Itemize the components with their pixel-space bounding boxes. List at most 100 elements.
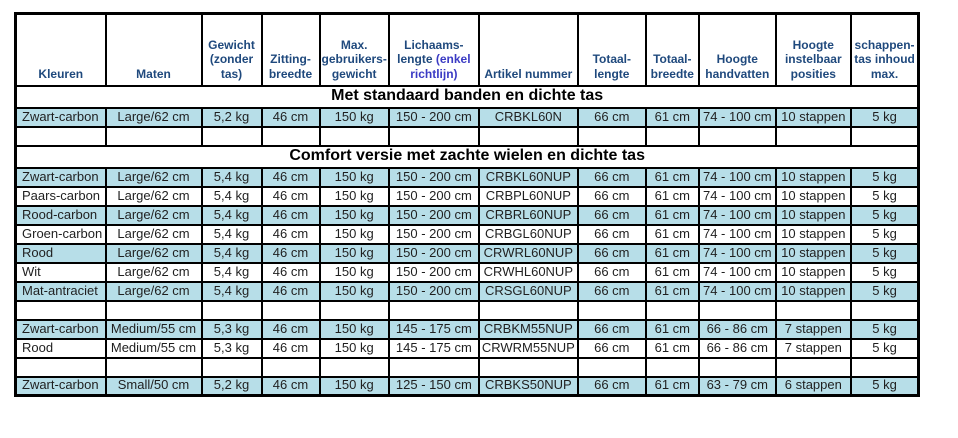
cell-hoogte-handvatten: 66 - 86 cm bbox=[697, 318, 777, 340]
cell-totaal-breedte: 61 cm bbox=[644, 337, 700, 359]
cell-lichaams-lengte: 125 - 150 cm bbox=[387, 375, 480, 397]
column-label: Kleuren bbox=[38, 66, 84, 81]
cell-tas-inhoud-max bbox=[849, 356, 920, 378]
cell-kleuren: Zwart-carbon bbox=[14, 166, 107, 188]
table-row: Paars-carbon Large/62 cm 5,4 kg 46 cm 150 kg… bbox=[14, 185, 920, 207]
cell-gewicht-zonder-tas: 5,4 kg bbox=[200, 223, 263, 245]
cell-tas-inhoud-max: 5 kg bbox=[849, 280, 920, 302]
spacer-row bbox=[14, 125, 920, 147]
cell-artikel-nummer: CRBKL60N bbox=[477, 106, 579, 128]
cell-max-gebruikers-gewicht: 150 kg bbox=[318, 223, 390, 245]
cell-gewicht-zonder-tas: 5,4 kg bbox=[200, 185, 263, 207]
cell-totaal-lengte: 66 cm bbox=[576, 106, 647, 128]
cell-max-gebruikers-gewicht bbox=[318, 125, 390, 147]
cell-totaal-lengte: 66 cm bbox=[576, 223, 647, 245]
table-row: Zwart-carbon Medium/55 cm 5,3 kg 46 cm 150 k… bbox=[14, 318, 920, 340]
cell-lichaams-lengte: 150 - 200 cm bbox=[387, 106, 480, 128]
cell-zitting-breedte: 46 cm bbox=[260, 375, 321, 397]
cell-max-gebruikers-gewicht bbox=[318, 299, 390, 321]
cell-lichaams-lengte bbox=[387, 125, 480, 147]
column-label: Maten bbox=[136, 66, 171, 81]
cell-zitting-breedte: 46 cm bbox=[260, 223, 321, 245]
column-header-artikel-nummer: Artikel nummer bbox=[477, 12, 579, 87]
cell-maten: Large/62 cm bbox=[104, 204, 203, 226]
cell-maten bbox=[104, 356, 203, 378]
column-label: Hoogte handvatten bbox=[705, 52, 770, 81]
cell-zitting-breedte bbox=[260, 356, 321, 378]
cell-zitting-breedte: 46 cm bbox=[260, 204, 321, 226]
cell-hoogte-handvatten: 66 - 86 cm bbox=[697, 337, 777, 359]
column-header-hoogte-instelbaar-posities: Hoogte instelbaar posities bbox=[774, 12, 852, 87]
cell-maten: Large/62 cm bbox=[104, 223, 203, 245]
column-header-totaal-breedte: Totaal- breedte bbox=[644, 12, 700, 87]
cell-totaal-lengte: 66 cm bbox=[576, 204, 647, 226]
cell-hoogte-handvatten: 74 - 100 cm bbox=[697, 280, 777, 302]
cell-kleuren: Groen-carbon bbox=[14, 223, 107, 245]
cell-tas-inhoud-max: 5 kg bbox=[849, 106, 920, 128]
header-row: Kleuren Maten Gewicht (zonder tas) Zitting-… bbox=[14, 12, 920, 87]
cell-zitting-breedte: 46 cm bbox=[260, 261, 321, 283]
cell-artikel-nummer: CRBKM55NUP bbox=[477, 318, 579, 340]
column-header-gewicht-zonder-tas: Gewicht (zonder tas) bbox=[200, 12, 263, 87]
column-label-note: (enkel richtlijn) bbox=[410, 52, 471, 81]
section-title: Comfort versie met zachte wielen en dich… bbox=[14, 144, 920, 169]
cell-zitting-breedte bbox=[260, 125, 321, 147]
cell-hoogte-handvatten: 74 - 100 cm bbox=[697, 223, 777, 245]
section-title: Met standaard banden en dichte tas bbox=[14, 84, 920, 109]
cell-tas-inhoud-max bbox=[849, 299, 920, 321]
cell-artikel-nummer bbox=[477, 356, 579, 378]
cell-lichaams-lengte: 145 - 175 cm bbox=[387, 337, 480, 359]
cell-hoogte-handvatten: 74 - 100 cm bbox=[697, 261, 777, 283]
cell-lichaams-lengte bbox=[387, 356, 480, 378]
cell-max-gebruikers-gewicht: 150 kg bbox=[318, 166, 390, 188]
cell-lichaams-lengte: 150 - 200 cm bbox=[387, 166, 480, 188]
cell-hoogte-handvatten: 74 - 100 cm bbox=[697, 106, 777, 128]
cell-kleuren: Zwart-carbon bbox=[14, 375, 107, 397]
cell-artikel-nummer: CRSGL60NUP bbox=[477, 280, 579, 302]
cell-lichaams-lengte: 145 - 175 cm bbox=[387, 318, 480, 340]
cell-gewicht-zonder-tas bbox=[200, 125, 263, 147]
cell-max-gebruikers-gewicht: 150 kg bbox=[318, 204, 390, 226]
cell-lichaams-lengte bbox=[387, 299, 480, 321]
column-header-maten: Maten bbox=[104, 12, 203, 87]
cell-totaal-lengte: 66 cm bbox=[576, 337, 647, 359]
cell-zitting-breedte: 46 cm bbox=[260, 166, 321, 188]
cell-kleuren: Wit bbox=[14, 261, 107, 283]
cell-totaal-lengte bbox=[576, 299, 647, 321]
cell-artikel-nummer bbox=[477, 299, 579, 321]
cell-maten: Medium/55 cm bbox=[104, 318, 203, 340]
table-row: Wit Large/62 cm 5,4 kg 46 cm 150 kg 150 - 200… bbox=[14, 261, 920, 283]
cell-hoogte-handvatten: 74 - 100 cm bbox=[697, 185, 777, 207]
cell-gewicht-zonder-tas: 5,2 kg bbox=[200, 375, 263, 397]
column-header-tas-inhoud-max: schappen- tas inhoud max. bbox=[849, 12, 920, 87]
column-label: Gewicht (zonder tas) bbox=[208, 37, 255, 81]
cell-totaal-breedte: 61 cm bbox=[644, 106, 700, 128]
table-row: Zwart-carbon Small/50 cm 5,2 kg 46 cm 150 kg… bbox=[14, 375, 920, 397]
cell-zitting-breedte: 46 cm bbox=[260, 280, 321, 302]
cell-lichaams-lengte: 150 - 200 cm bbox=[387, 185, 480, 207]
cell-gewicht-zonder-tas: 5,4 kg bbox=[200, 204, 263, 226]
cell-tas-inhoud-max: 5 kg bbox=[849, 204, 920, 226]
cell-totaal-lengte: 66 cm bbox=[576, 261, 647, 283]
cell-tas-inhoud-max: 5 kg bbox=[849, 337, 920, 359]
cell-gewicht-zonder-tas: 5,3 kg bbox=[200, 337, 263, 359]
column-header-zitting-breedte: Zitting- breedte bbox=[260, 12, 321, 87]
cell-maten: Large/62 cm bbox=[104, 166, 203, 188]
cell-totaal-breedte: 61 cm bbox=[644, 280, 700, 302]
cell-hoogte-instelbaar-posities: 10 stappen bbox=[774, 261, 852, 283]
cell-lichaams-lengte: 150 - 200 cm bbox=[387, 261, 480, 283]
cell-hoogte-instelbaar-posities: 10 stappen bbox=[774, 185, 852, 207]
cell-max-gebruikers-gewicht: 150 kg bbox=[318, 337, 390, 359]
cell-tas-inhoud-max: 5 kg bbox=[849, 185, 920, 207]
cell-totaal-breedte: 61 cm bbox=[644, 166, 700, 188]
cell-gewicht-zonder-tas: 5,4 kg bbox=[200, 280, 263, 302]
cell-gewicht-zonder-tas: 5,4 kg bbox=[200, 242, 263, 264]
cell-tas-inhoud-max: 5 kg bbox=[849, 261, 920, 283]
cell-hoogte-handvatten: 74 - 100 cm bbox=[697, 242, 777, 264]
cell-max-gebruikers-gewicht: 150 kg bbox=[318, 106, 390, 128]
cell-hoogte-instelbaar-posities bbox=[774, 125, 852, 147]
cell-totaal-lengte: 66 cm bbox=[576, 166, 647, 188]
cell-max-gebruikers-gewicht: 150 kg bbox=[318, 318, 390, 340]
cell-hoogte-instelbaar-posities: 6 stappen bbox=[774, 375, 852, 397]
section-header-row: Met standaard banden en dichte tas bbox=[14, 84, 920, 109]
